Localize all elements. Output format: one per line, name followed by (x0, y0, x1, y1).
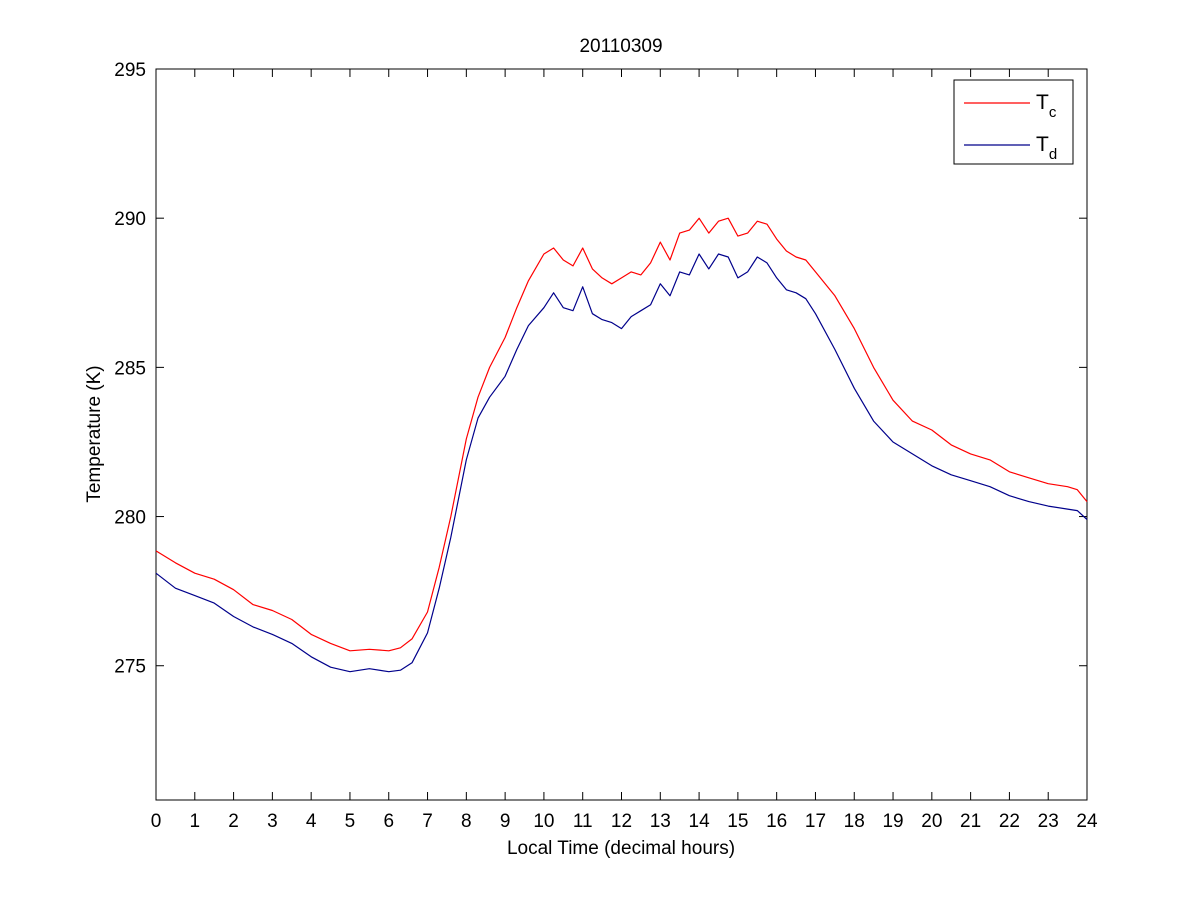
y-tick-label: 290 (114, 209, 146, 230)
y-axis-label: Temperature (K) (84, 365, 105, 502)
series-line-t-c (155, 217, 1088, 652)
y-tick-label: 285 (114, 358, 146, 379)
y-tick-label: 280 (114, 508, 146, 529)
plot-area (155, 68, 1088, 801)
x-tick-label: 10 (533, 811, 554, 832)
x-tick-label: 15 (727, 811, 748, 832)
chart-title: 20110309 (579, 36, 662, 57)
axis-ticks: 0 1 2 3 4 5 6 7 8 9 10 11 12 13 14 15 16 17 18 19 20 21 22 23 24… (114, 60, 1098, 832)
x-tick-label: 11 (573, 811, 593, 832)
x-tick-label: 3 (267, 811, 278, 832)
x-tick-label: 0 (151, 811, 162, 832)
x-tick-label: 5 (345, 811, 356, 832)
x-tick-label: 8 (461, 811, 472, 832)
legend-label: Tc (1036, 91, 1057, 121)
x-tick-label: 22 (999, 811, 1020, 832)
x-axis-label: Local Time (decimal hours) (507, 838, 735, 859)
legend-label: Td (1036, 133, 1057, 163)
x-tick-label: 23 (1038, 811, 1059, 832)
x-tick-label: 2 (228, 811, 239, 832)
series-lines (155, 217, 1088, 673)
x-tick-label: 12 (611, 811, 632, 832)
x-tick-label: 24 (1076, 811, 1098, 832)
x-tick-label: 9 (500, 811, 511, 832)
x-tick-label: 21 (960, 811, 981, 832)
series-line-t-d (155, 253, 1088, 673)
y-tick-label: 295 (114, 60, 146, 81)
y-tick-label: 275 (114, 657, 146, 678)
x-tick-label: 1 (190, 811, 201, 832)
x-tick-label: 20 (921, 811, 942, 832)
x-tick-label: 13 (650, 811, 671, 832)
legend-box (953, 79, 1074, 165)
x-tick-label: 17 (805, 811, 826, 832)
x-tick-label: 4 (306, 811, 317, 832)
x-tick-label: 14 (689, 811, 711, 832)
x-tick-label: 16 (766, 811, 787, 832)
x-tick-label: 18 (844, 811, 865, 832)
x-tick-label: 7 (422, 811, 433, 832)
x-tick-label: 19 (882, 811, 903, 832)
legend: Tc Td (953, 79, 1074, 165)
x-tick-label: 6 (383, 811, 394, 832)
